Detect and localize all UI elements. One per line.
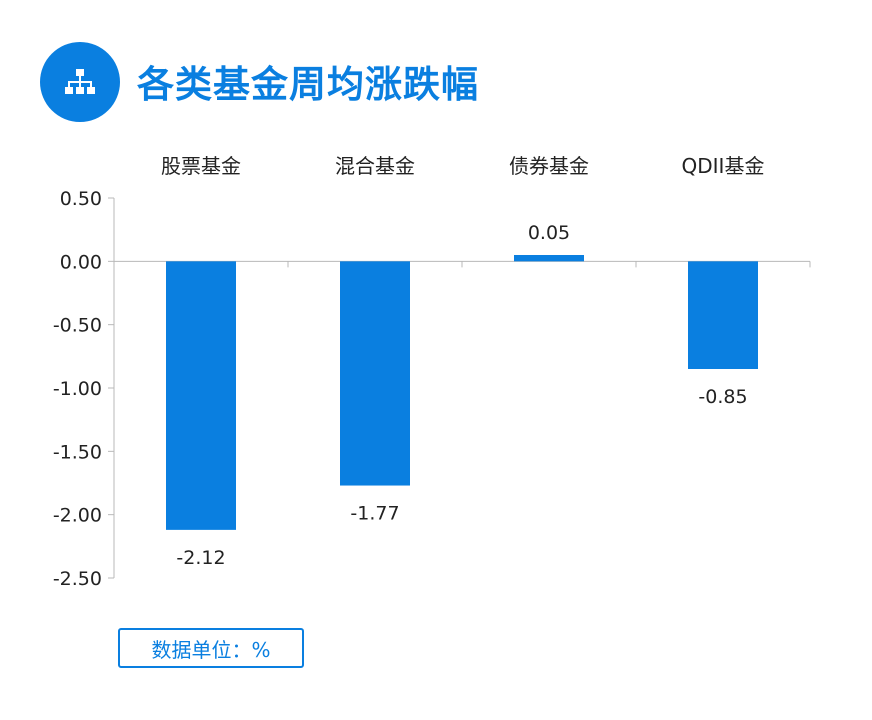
y-tick-label: 0.50	[60, 188, 102, 210]
category-label: 债券基金	[509, 154, 589, 178]
y-tick-label: 0.00	[60, 251, 102, 273]
data-label: 0.05	[528, 222, 570, 244]
y-tick-label: -1.50	[53, 441, 102, 463]
unit-label: 数据单位：%	[118, 628, 304, 668]
category-label: 股票基金	[161, 154, 241, 178]
bar	[340, 261, 410, 486]
y-tick-label: -2.00	[53, 505, 102, 527]
y-tick-label: -2.50	[53, 568, 102, 590]
y-tick-label: -1.00	[53, 378, 102, 400]
data-label: -0.85	[698, 386, 747, 408]
data-label: -2.12	[176, 547, 225, 569]
bar	[166, 261, 236, 530]
bar	[688, 261, 758, 369]
category-label: 混合基金	[335, 154, 415, 178]
y-tick-label: -0.50	[53, 315, 102, 337]
category-label: QDII基金	[682, 154, 765, 178]
hierarchy-icon	[40, 42, 120, 122]
bar	[514, 255, 584, 262]
bar-chart: 0.50 0.00 -0.50 -1.00 -1.50 -2.00 -2.50 股票基金 -2.…	[53, 154, 811, 590]
chart-title: 各类基金周均涨跌幅	[137, 63, 479, 106]
data-label: -1.77	[350, 503, 399, 525]
